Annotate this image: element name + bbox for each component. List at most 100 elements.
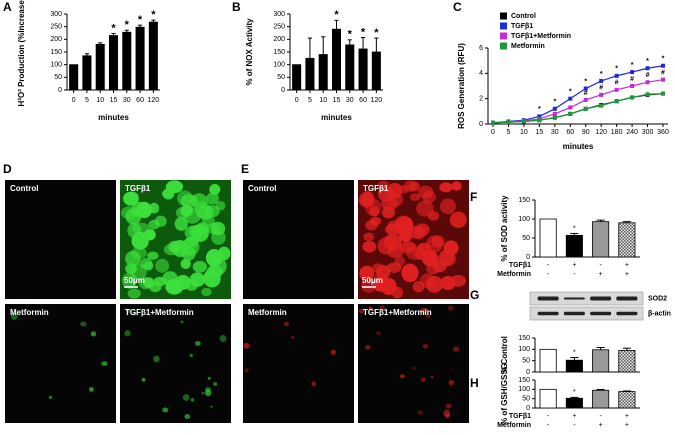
bar: [565, 359, 583, 373]
cell: [48, 395, 53, 399]
bar: [371, 51, 381, 91]
scale-bar-label: 50μm: [362, 276, 383, 285]
point: [506, 120, 511, 125]
cell: [394, 255, 405, 267]
cell: [290, 335, 295, 340]
cell: [420, 377, 426, 383]
significance: *: [348, 29, 353, 41]
treatment-sign: -: [547, 262, 550, 269]
cell: [377, 180, 390, 192]
x-tick-label: 15: [535, 129, 543, 136]
cell: [396, 225, 410, 236]
x-tick-label: 30: [346, 97, 354, 104]
bar: [345, 44, 355, 91]
y-axis-label: % of SOD activity: [500, 195, 509, 262]
bar: [108, 35, 119, 91]
cell: [426, 253, 438, 265]
bar: [95, 44, 105, 91]
treatment-sign: -: [547, 271, 550, 278]
cell: [215, 201, 226, 211]
cell: [417, 410, 424, 415]
bar: [305, 57, 315, 91]
y-axis-label: ROS Generation (RFU): [457, 43, 466, 129]
legend-label: Control: [511, 13, 536, 20]
cell: [141, 377, 146, 382]
x-tick-label: 0: [72, 97, 76, 104]
panel-label: F: [470, 190, 477, 204]
y-tick-label: 100: [518, 346, 530, 353]
bar: [565, 234, 583, 258]
significance: *: [374, 27, 379, 39]
cell: [426, 235, 443, 254]
cell: [162, 407, 169, 413]
cell: [365, 344, 371, 350]
point: [614, 99, 619, 104]
significance: *: [646, 58, 649, 65]
cell: [201, 287, 212, 297]
treatment-sign: -: [573, 422, 576, 429]
cell: [409, 193, 421, 202]
blot-band: [590, 296, 612, 301]
significance: *: [553, 99, 556, 106]
cell: [206, 192, 219, 205]
x-tick-label: 60: [359, 97, 367, 104]
panel-label: E: [241, 162, 249, 176]
cell: [420, 307, 428, 314]
x-axis-label: minutes: [98, 113, 129, 122]
bar: [82, 55, 92, 91]
cell: [412, 366, 416, 370]
cell: [365, 220, 378, 231]
significance: *: [662, 56, 665, 63]
micrograph: [358, 304, 469, 423]
cell: [210, 405, 214, 408]
y-tick-label: 50: [522, 396, 530, 403]
panel-label: G: [470, 288, 479, 302]
y-tick-label: 100: [273, 62, 285, 69]
cell: [204, 389, 212, 397]
x-tick-label: 120: [595, 129, 607, 136]
cell: [447, 305, 454, 311]
cell: [143, 277, 155, 289]
micrograph-label: TGFβ1+Metformin: [125, 308, 194, 317]
x-tick-label: 5: [507, 129, 511, 136]
x-tick-label: 10: [520, 129, 528, 136]
blot-label: SOD2: [648, 295, 667, 302]
micrograph-label: Control: [248, 184, 276, 193]
cell: [311, 381, 316, 387]
point: [537, 114, 542, 119]
cell: [358, 308, 365, 314]
y-tick-label: 0: [58, 87, 62, 94]
blot-band: [563, 297, 585, 300]
cell: [361, 196, 374, 207]
y-axis-label: % of GSH/GSSG: [500, 363, 509, 425]
point: [599, 103, 604, 108]
y-tick-label: 100: [518, 386, 530, 393]
y-tick-label: 2: [479, 96, 483, 103]
x-tick-label: 10: [319, 97, 327, 104]
treatment-label: Metformin: [497, 271, 531, 278]
cell: [422, 344, 429, 349]
cell: [372, 263, 384, 273]
point: [552, 115, 557, 120]
micrograph-label: Metformin: [248, 308, 287, 317]
cell: [361, 278, 376, 293]
point: [630, 70, 635, 75]
treatment-sign: +: [572, 413, 576, 420]
micrograph-label: TGFβ1: [125, 184, 151, 193]
cell: [213, 381, 218, 387]
cell: [172, 239, 188, 257]
x-tick-label: 120: [148, 97, 160, 104]
blot-band: [537, 311, 559, 316]
point: [568, 96, 573, 101]
significance: *: [615, 66, 618, 73]
y-axis-label: % Control: [500, 336, 509, 374]
cell: [132, 222, 150, 235]
y-axis-label: % of NOX Activity: [245, 18, 254, 86]
treatment-sign: +: [599, 422, 603, 429]
panel-label: C: [453, 0, 462, 14]
treatment-sign: +: [625, 271, 629, 278]
bar: [358, 48, 368, 91]
cell: [368, 307, 372, 310]
significance: #: [646, 72, 650, 79]
point: [661, 91, 665, 96]
